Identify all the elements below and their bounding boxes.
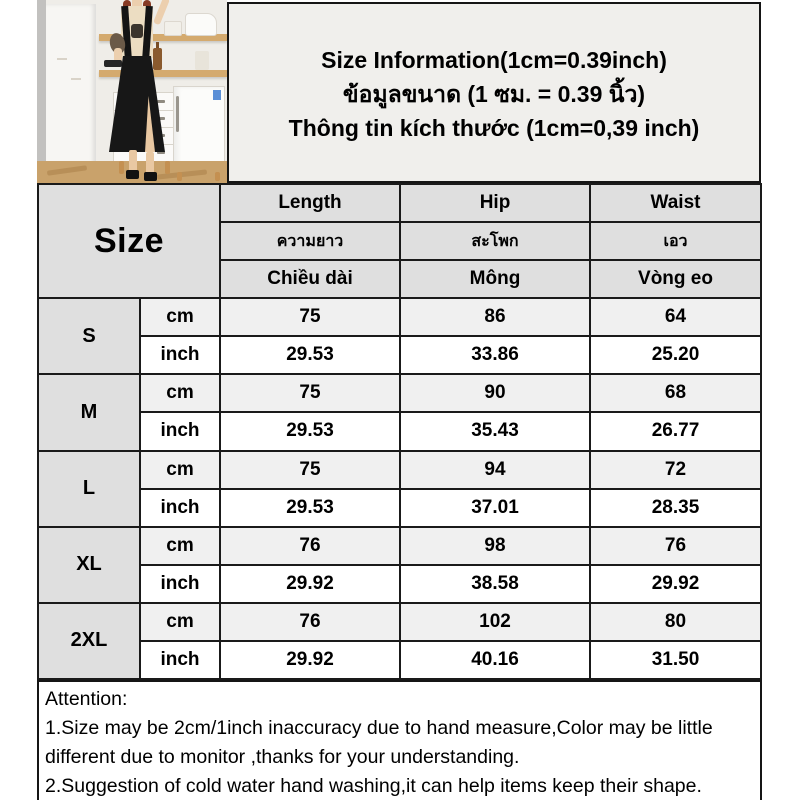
unit-cm-2xl: cm	[141, 603, 219, 640]
bottle	[153, 48, 162, 70]
col-header-hip-th: สะโพก	[401, 223, 589, 260]
cabinet-leg	[119, 161, 124, 174]
unit-cm-m: cm	[141, 375, 219, 412]
bottle-neck	[156, 42, 159, 50]
col-header-hip-en: Hip	[401, 185, 589, 222]
product-photo	[37, 0, 227, 183]
value-2xl-hip-cm: 102	[401, 603, 589, 640]
phone-in-hand	[104, 60, 122, 67]
value-s-waist-inch: 25.20	[591, 337, 760, 374]
model-figure	[104, 0, 170, 183]
value-m-length-cm: 75	[221, 375, 399, 412]
leg-through-slit	[145, 96, 155, 152]
value-xl-hip-inch: 38.58	[401, 565, 589, 602]
col-header-waist-th: เอว	[591, 223, 760, 260]
col-header-length-vi: Chiều dài	[221, 261, 399, 298]
left-leg	[129, 150, 137, 172]
value-m-hip-inch: 35.43	[401, 413, 589, 450]
value-s-hip-inch: 33.86	[401, 337, 589, 374]
value-xl-hip-cm: 98	[401, 527, 589, 564]
fridge-sticker	[213, 90, 221, 100]
value-s-length-inch: 29.53	[221, 337, 399, 374]
col-header-hip-vi: Mông	[401, 261, 589, 298]
value-m-length-inch: 29.53	[221, 413, 399, 450]
jar	[195, 51, 209, 70]
unit-inch-xl: inch	[141, 565, 219, 602]
fridge-leg	[177, 172, 182, 181]
peg-hook	[71, 78, 81, 80]
value-s-hip-cm: 86	[401, 299, 589, 336]
value-l-waist-inch: 28.35	[591, 489, 760, 526]
size-label-m: M	[39, 375, 139, 450]
drawer-handle	[157, 100, 165, 103]
attention-heading: Attention:	[45, 688, 128, 710]
value-m-hip-cm: 90	[401, 375, 589, 412]
left-shoe	[126, 170, 139, 179]
fridge-handle	[176, 96, 179, 132]
value-xl-length-cm: 76	[221, 527, 399, 564]
chest-detail	[131, 24, 143, 38]
forearm	[114, 48, 122, 63]
unit-inch-s: inch	[141, 337, 219, 374]
fridge-leg	[215, 172, 220, 181]
value-l-length-inch: 29.53	[221, 489, 399, 526]
value-l-waist-cm: 72	[591, 451, 760, 488]
value-2xl-waist-inch: 31.50	[591, 641, 760, 678]
cabinet-leg	[165, 161, 170, 174]
unit-cm-xl: cm	[141, 527, 219, 564]
wooden-shelf-upper	[99, 34, 227, 41]
col-header-length-en: Length	[221, 185, 399, 222]
value-2xl-hip-inch: 40.16	[401, 641, 589, 678]
size-label-2xl: 2XL	[39, 603, 139, 678]
size-label-xl: XL	[39, 527, 139, 602]
neck	[132, 0, 142, 9]
value-l-hip-cm: 94	[401, 451, 589, 488]
unit-cm-s: cm	[141, 299, 219, 336]
pegboard-panel	[46, 4, 96, 176]
value-xl-waist-cm: 76	[591, 527, 760, 564]
value-2xl-length-inch: 29.92	[221, 641, 399, 678]
right-leg	[146, 152, 154, 174]
title-thai: ข้อมูลขนาด (1 ซม. = 0.39 นิ้ว)	[342, 80, 646, 107]
title-box: Size Information(1cm=0.39inch) ข้อมูลขนา…	[227, 2, 761, 183]
attention-item-2: 2.Suggestion of cold water hand washing,…	[45, 775, 702, 797]
value-2xl-length-cm: 76	[221, 603, 399, 640]
col-header-waist-en: Waist	[591, 185, 760, 222]
wall-edge	[37, 0, 46, 183]
title-english: Size Information(1cm=0.39inch)	[321, 46, 667, 73]
size-label-s: S	[39, 299, 139, 374]
value-xl-length-inch: 29.92	[221, 565, 399, 602]
wooden-shelf-lower	[99, 70, 227, 77]
col-header-length-th: ความยาว	[221, 223, 399, 260]
kettle	[185, 13, 217, 36]
value-l-hip-inch: 37.01	[401, 489, 589, 526]
value-s-waist-cm: 64	[591, 299, 760, 336]
col-header-waist-vi: Vòng eo	[591, 261, 760, 298]
size-header-cell: Size	[39, 185, 219, 298]
attention-box: Attention: 1.Size may be 2cm/1inch inacc…	[37, 680, 762, 800]
unit-cm-l: cm	[141, 451, 219, 488]
value-2xl-waist-cm: 80	[591, 603, 760, 640]
value-xl-waist-inch: 29.92	[591, 565, 760, 602]
peg-hook	[57, 58, 67, 60]
unit-inch-2xl: inch	[141, 641, 219, 678]
title-vietnamese: Thông tin kích thước (1cm=0,39 inch)	[288, 114, 700, 141]
right-shoe	[144, 172, 157, 181]
value-s-length-cm: 75	[221, 299, 399, 336]
drawer-handle	[157, 151, 165, 154]
unit-inch-m: inch	[141, 413, 219, 450]
size-table: Size Length Hip Waist ความยาว สะโพก เอว …	[37, 183, 762, 680]
attention-item-1: 1.Size may be 2cm/1inch inaccuracy due t…	[45, 717, 713, 768]
drawer-handle	[157, 117, 165, 120]
mug	[164, 21, 182, 36]
size-label-l: L	[39, 451, 139, 526]
value-m-waist-cm: 68	[591, 375, 760, 412]
value-l-length-cm: 75	[221, 451, 399, 488]
black-slit-skirt	[109, 56, 165, 152]
unit-inch-l: inch	[141, 489, 219, 526]
value-m-waist-inch: 26.77	[591, 413, 760, 450]
